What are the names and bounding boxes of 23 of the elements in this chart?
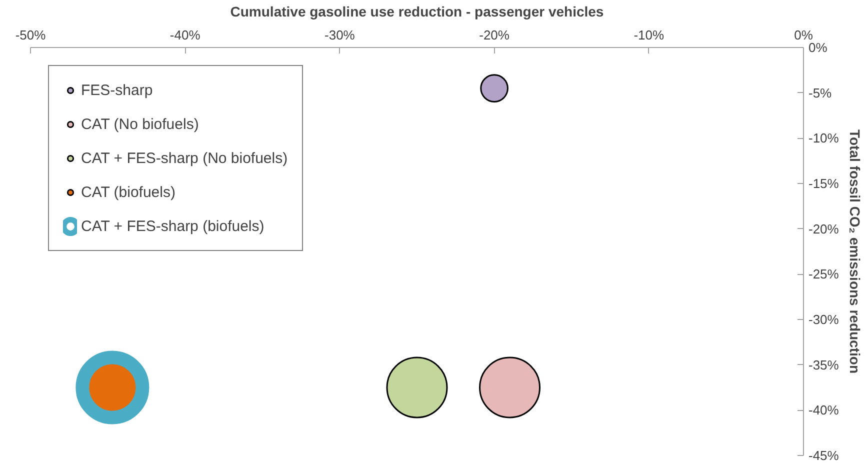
y-tick-label: -35%	[808, 357, 840, 372]
y-tick-label: -25%	[808, 266, 840, 282]
y-tick-label: -20%	[808, 221, 840, 236]
x-tick-label: -30%	[324, 28, 356, 42]
legend-label: FES-sharp	[81, 82, 153, 98]
y-axis-title: Total fossil CO₂ emissions reduction	[846, 130, 863, 374]
legend-label: CAT + FES-sharp (No biofuels)	[81, 150, 288, 166]
y-tick-label: -5%	[808, 85, 832, 100]
legend-label: CAT (biofuels)	[81, 184, 176, 200]
legend-label: CAT (No biofuels)	[81, 116, 199, 132]
x-tick-label: -10%	[634, 28, 665, 42]
x-tick-label: 0%	[794, 28, 814, 42]
x-tick-label: -20%	[479, 28, 510, 42]
y-tick-label: 0%	[808, 40, 828, 55]
y-tick-label: -15%	[808, 176, 840, 191]
y-tick-label: -10%	[808, 130, 840, 146]
y-tick-label: -30%	[808, 312, 840, 327]
y-tick-label: -45%	[808, 448, 840, 463]
legend-label: CAT + FES-sharp (biofuels)	[81, 218, 264, 234]
x-tick-label: -50%	[15, 28, 46, 42]
x-tick-label: -40%	[170, 28, 201, 42]
x-axis-title: Cumulative gasoline use reduction - passenger vehicles	[230, 4, 604, 20]
y-tick-label: -40%	[808, 402, 840, 418]
